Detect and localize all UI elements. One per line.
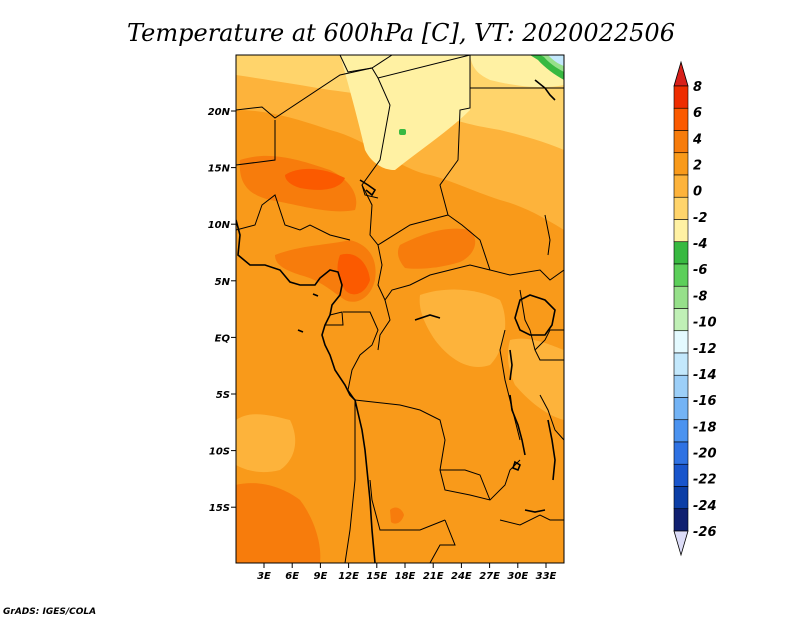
colorbar-segment xyxy=(673,196,689,220)
colorbar-segment xyxy=(673,152,689,176)
colorbar-top-arrow xyxy=(673,60,689,87)
colorbar: 8 6 4 2 0 -2 -4 -6 -8 -10 -12 -14 -16 -18 -20 -22 -24 -26 xyxy=(673,60,717,557)
colorbar-label: 2 xyxy=(693,159,702,174)
colorbar-label: -16 xyxy=(693,394,717,409)
colorbar-segment xyxy=(673,352,689,376)
coastlines-and-lakes xyxy=(236,79,556,563)
colorbar-segment xyxy=(673,263,689,287)
colorbar-segment xyxy=(673,463,689,487)
colorbar-label: 0 xyxy=(693,185,702,200)
colorbar-segment xyxy=(673,508,689,532)
lon-tick-label: 15E xyxy=(366,571,387,582)
colorbar-label: -24 xyxy=(693,499,717,514)
temperature-field xyxy=(236,55,564,563)
colorbar-segment xyxy=(673,397,689,421)
colorbar-label: -6 xyxy=(693,263,707,278)
lon-tick-label: 12E xyxy=(338,571,359,582)
lat-tick-label: 10S xyxy=(209,447,230,458)
lon-tick-label: 6E xyxy=(285,571,299,582)
colorbar-segment xyxy=(673,486,689,510)
lat-tick-label: 10N xyxy=(208,220,231,231)
colorbar-bottom-arrow xyxy=(673,530,689,557)
lat-tick-label: 5N xyxy=(215,277,231,288)
colorbar-label: -2 xyxy=(693,211,707,226)
colorbar-segment xyxy=(673,107,689,131)
colorbar-label: -10 xyxy=(693,316,717,331)
colorbar-label: 4 xyxy=(692,132,702,147)
colorbar-label: -14 xyxy=(693,368,717,383)
lon-tick-label: 21E xyxy=(423,571,444,582)
colorbar-label: -4 xyxy=(693,237,707,252)
colorbar-label: -26 xyxy=(693,525,717,540)
lat-tick-label: 20N xyxy=(208,107,231,118)
colorbar-segment xyxy=(673,85,689,109)
colorbar-label: -12 xyxy=(693,342,717,357)
lon-tick-label: 18E xyxy=(395,571,416,582)
lat-tick-label: 15S xyxy=(209,503,230,514)
latitude-axis: 20N 15N 10N 5N EQ 5S 10S 15S xyxy=(208,107,236,514)
grads-credit: GrADS: IGES/COLA xyxy=(3,607,96,617)
colorbar-segment xyxy=(673,330,689,354)
chart-title: Temperature at 600hPa [C], VT: 202002250… xyxy=(127,19,675,47)
colorbar-segment xyxy=(673,441,689,465)
colorbar-label: -8 xyxy=(693,289,707,304)
colorbar-segment xyxy=(673,308,689,332)
colorbar-label: -22 xyxy=(693,473,717,488)
lat-tick-label: 5S xyxy=(216,390,230,401)
lat-tick-label: EQ xyxy=(215,333,231,344)
lat-tick-label: 15N xyxy=(208,164,231,175)
colorbar-label: -20 xyxy=(693,446,717,461)
lon-tick-label: 27E xyxy=(479,571,500,582)
colorbar-segment xyxy=(673,285,689,309)
lon-tick-label: 9E xyxy=(314,571,328,582)
lon-tick-label: 3E xyxy=(257,571,271,582)
longitude-axis: 3E 6E 9E 12E 15E 18E 21E 24E 27E 30E 33E xyxy=(257,563,557,582)
colorbar-segment xyxy=(673,130,689,154)
map-frame xyxy=(235,54,565,564)
lon-tick-label: 33E xyxy=(536,571,557,582)
colorbar-label: 6 xyxy=(693,106,702,121)
lon-tick-label: 30E xyxy=(507,571,528,582)
colorbar-segment xyxy=(673,219,689,243)
colorbar-segment xyxy=(673,419,689,443)
country-borders xyxy=(236,55,564,563)
colorbar-segment xyxy=(673,174,689,198)
colorbar-label: -18 xyxy=(693,420,717,435)
colorbar-segment xyxy=(673,241,689,265)
colorbar-segment xyxy=(673,374,689,398)
colorbar-label: 8 xyxy=(693,80,702,95)
lon-tick-label: 24E xyxy=(451,571,472,582)
